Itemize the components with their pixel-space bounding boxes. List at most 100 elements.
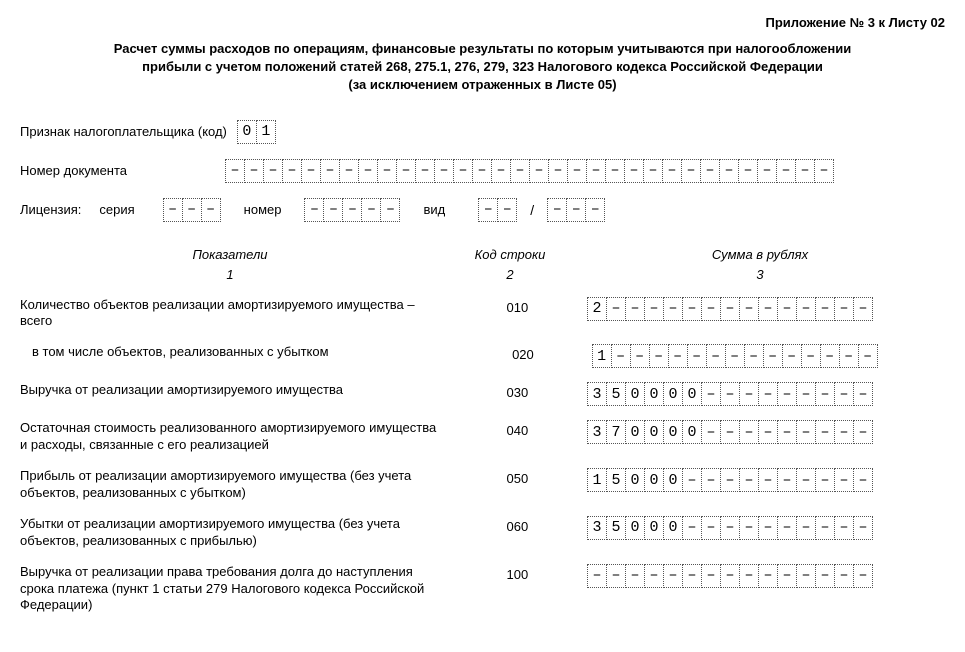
cell: 3 — [587, 516, 607, 540]
cell: – — [757, 159, 777, 183]
cell: 0 — [625, 468, 645, 492]
cell: – — [682, 297, 702, 321]
value-cells: 370000––––––––– — [587, 420, 945, 444]
type-cells1: –– — [478, 198, 517, 222]
cell: – — [585, 198, 605, 222]
cell: – — [739, 297, 759, 321]
cell: – — [777, 468, 797, 492]
cell: 0 — [663, 468, 683, 492]
row-label: в том числе объектов, реализованных с уб… — [20, 344, 454, 361]
cell: 7 — [606, 420, 626, 444]
col-num-3: 3 — [580, 267, 940, 282]
type-label: вид — [423, 202, 445, 217]
taxpayer-row: Признак налогоплательщика (код) 01 — [20, 120, 945, 144]
cell: – — [776, 159, 796, 183]
cell: – — [853, 420, 873, 444]
cell: – — [706, 344, 726, 368]
cell: – — [744, 344, 764, 368]
cell: 0 — [625, 382, 645, 406]
cell: – — [782, 344, 802, 368]
cell: – — [244, 159, 264, 183]
docnum-label: Номер документа — [20, 163, 215, 178]
cell: – — [434, 159, 454, 183]
cell: – — [358, 159, 378, 183]
cell: 5 — [606, 516, 626, 540]
row-value: 15000–––––––––– — [587, 468, 945, 492]
cell: – — [415, 159, 435, 183]
cell: 2 — [587, 297, 607, 321]
cell: 0 — [644, 382, 664, 406]
cell: – — [795, 159, 815, 183]
taxpayer-cells: 01 — [237, 120, 276, 144]
table-row: в том числе объектов, реализованных с уб… — [20, 344, 945, 368]
title-line3: (за исключением отраженных в Листе 05) — [348, 77, 616, 92]
cell: – — [630, 344, 650, 368]
cell: – — [777, 564, 797, 588]
cell: 0 — [644, 516, 664, 540]
cell: 5 — [606, 468, 626, 492]
cell: – — [701, 564, 721, 588]
cell: – — [668, 344, 688, 368]
cell: 0 — [663, 420, 683, 444]
cell: 0 — [237, 120, 257, 144]
table-row: Остаточная стоимость реализованного амор… — [20, 420, 945, 454]
cell: – — [282, 159, 302, 183]
row-code: 050 — [448, 468, 587, 486]
value-cells: 35000–––––––––– — [587, 516, 945, 540]
cell: – — [834, 516, 854, 540]
cell: – — [380, 198, 400, 222]
cell: – — [453, 159, 473, 183]
col-header-2: Код строки — [440, 247, 580, 262]
col-header-1: Показатели — [20, 247, 440, 262]
cell: – — [566, 198, 586, 222]
cell: – — [853, 468, 873, 492]
series-label: серия — [99, 202, 134, 217]
cell: – — [739, 516, 759, 540]
cell: 3 — [587, 382, 607, 406]
cell: – — [611, 344, 631, 368]
cell: – — [304, 198, 324, 222]
table-row: Прибыль от реализации амортизируемого им… — [20, 468, 945, 502]
cell: – — [720, 382, 740, 406]
cell: – — [796, 468, 816, 492]
row-value: 35000–––––––––– — [587, 516, 945, 540]
cell: – — [720, 516, 740, 540]
cell: – — [820, 344, 840, 368]
cell: – — [720, 420, 740, 444]
row-code: 020 — [454, 344, 591, 362]
cell: – — [739, 564, 759, 588]
cell: 0 — [644, 468, 664, 492]
cell: – — [687, 344, 707, 368]
row-code: 030 — [448, 382, 587, 400]
cell: – — [777, 420, 797, 444]
row-code: 010 — [448, 297, 587, 315]
cell: – — [587, 564, 607, 588]
cell: – — [662, 159, 682, 183]
cell: – — [720, 564, 740, 588]
cell: 0 — [625, 420, 645, 444]
cell: – — [858, 344, 878, 368]
cell: – — [834, 382, 854, 406]
row-label: Остаточная стоимость реализованного амор… — [20, 420, 448, 454]
cell: – — [201, 198, 221, 222]
cell: – — [834, 564, 854, 588]
docnum-cells: –––––––––––––––––––––––––––––––– — [225, 159, 834, 183]
cell: 0 — [625, 516, 645, 540]
cell: – — [701, 382, 721, 406]
row-code: 040 — [448, 420, 587, 438]
row-label: Количество объектов реализации амортизир… — [20, 297, 448, 331]
cell: – — [814, 159, 834, 183]
cell: – — [701, 516, 721, 540]
cell: – — [625, 297, 645, 321]
cell: – — [377, 159, 397, 183]
attachment-label: Приложение № 3 к Листу 02 — [20, 15, 945, 30]
cell: – — [701, 468, 721, 492]
number-label: номер — [244, 202, 282, 217]
cell: – — [301, 159, 321, 183]
cell: – — [739, 420, 759, 444]
cell: – — [682, 516, 702, 540]
cell: – — [725, 344, 745, 368]
table-row: Выручка от реализации амортизируемого им… — [20, 382, 945, 406]
cell: – — [163, 198, 183, 222]
cell: – — [801, 344, 821, 368]
